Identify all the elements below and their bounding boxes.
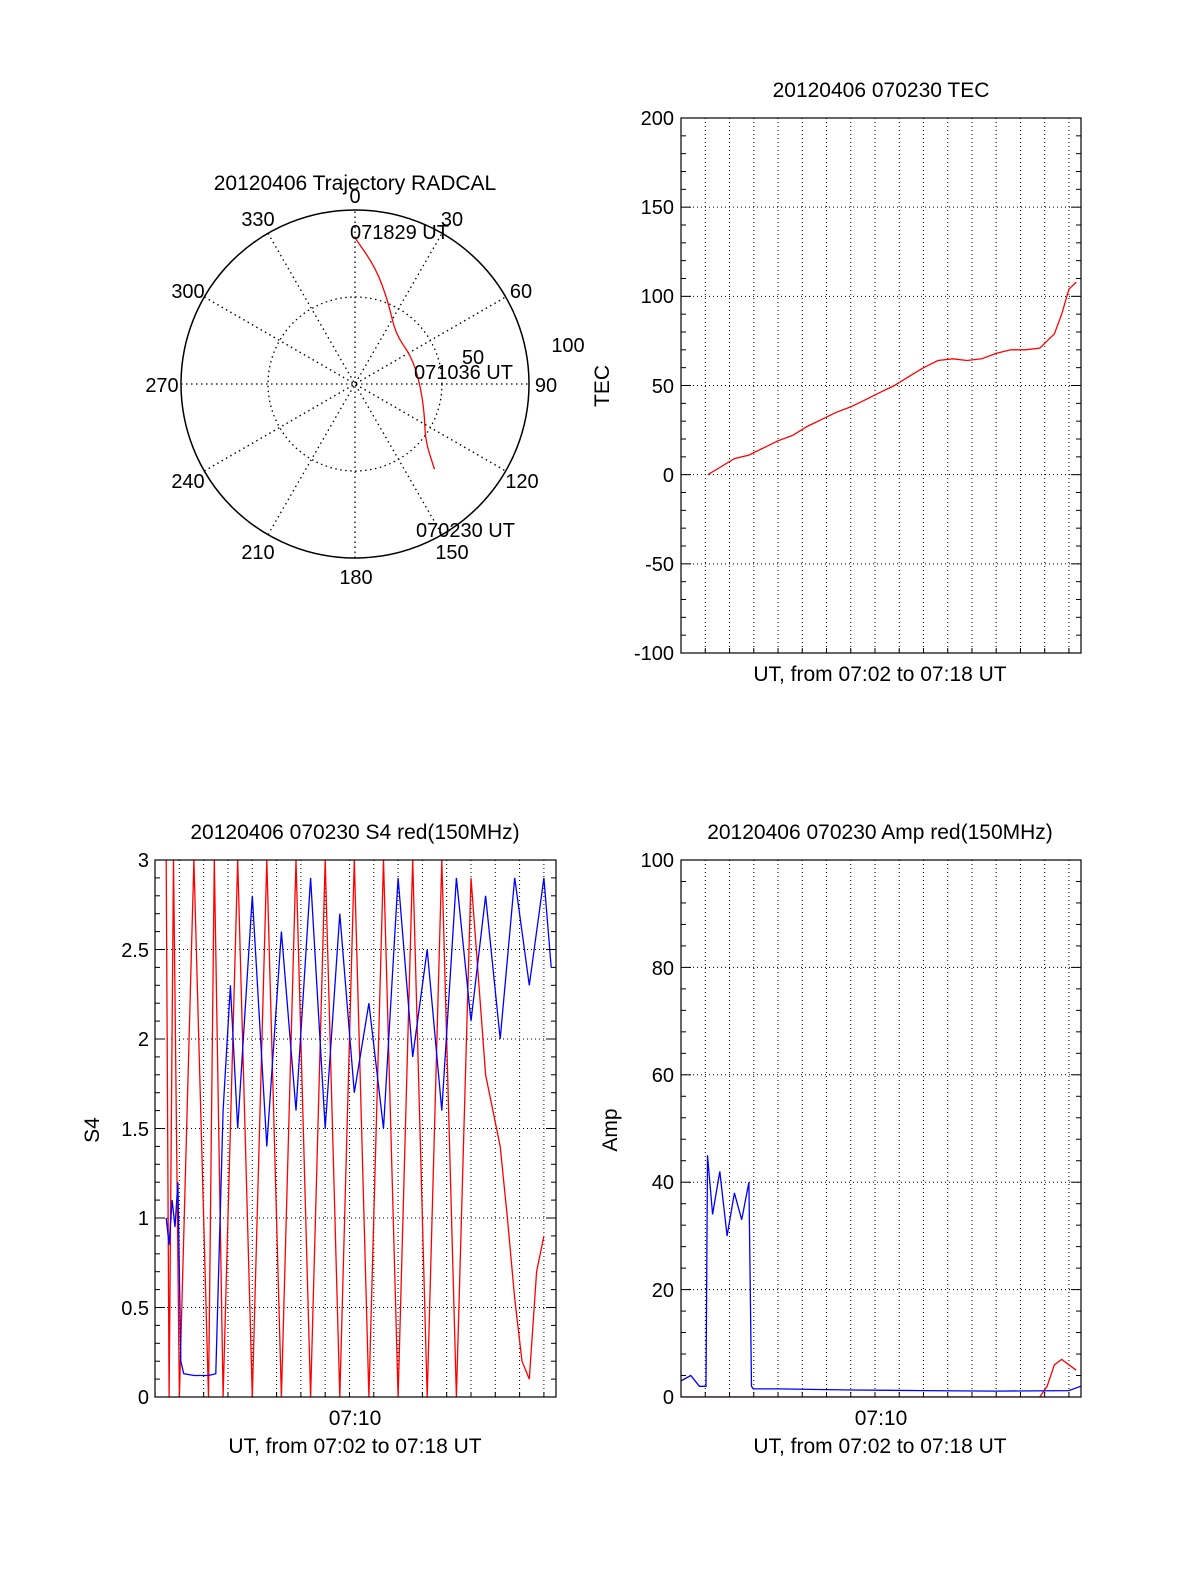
amp-ytick-label: 60 xyxy=(652,1065,674,1087)
amp-xtick-label: 07:10 xyxy=(855,1407,908,1430)
s4-xtick-label: 07:10 xyxy=(329,1407,382,1430)
trajectory-annotation-end: 071829 UT xyxy=(350,222,449,244)
amp-grid xyxy=(681,860,1081,1397)
amp-ytick-label: 20 xyxy=(652,1280,674,1302)
tec-title: 20120406 070230 TEC xyxy=(773,79,990,102)
polar-spokes xyxy=(181,210,529,558)
angle-label-180: 180 xyxy=(339,567,372,589)
angle-label-210: 210 xyxy=(241,542,274,564)
tec-ylabel: TEC xyxy=(591,365,614,407)
angle-label-150: 150 xyxy=(435,542,468,564)
s4-ytick-label: 2 xyxy=(138,1029,149,1051)
s4-title: 20120406 070230 S4 red(150MHz) xyxy=(190,821,519,844)
s4-grid xyxy=(155,860,556,1397)
polar-spoke xyxy=(267,232,443,536)
s4-series-blue-line xyxy=(165,877,552,1377)
polar-grid-circle-50 xyxy=(267,296,443,472)
tec-ytick-label: 150 xyxy=(641,197,674,219)
angle-label-30: 30 xyxy=(441,209,463,231)
tec-ytick-label: 200 xyxy=(641,108,674,130)
trajectory-annotation-mid: 071036 UT xyxy=(414,362,513,384)
tec-ytick-label: 50 xyxy=(652,376,674,398)
angle-label-90: 90 xyxy=(535,375,557,397)
tec-ytick-label: -50 xyxy=(645,554,674,576)
amp-series-red-line xyxy=(681,1358,1077,1397)
tec-series xyxy=(707,281,1077,476)
radial-label-50: 50 xyxy=(462,347,484,369)
tec-ytick-label: 100 xyxy=(641,286,674,308)
tec-grid xyxy=(681,118,1081,653)
s4-ytick-label: 1 xyxy=(138,1208,149,1230)
trajectory-annotation-start: 070230 UT xyxy=(416,520,515,542)
trajectory-polar-chart: 20120406 Trajectory RADCAL 0 30 60 90 12… xyxy=(145,172,584,589)
angle-label-0: 0 xyxy=(349,186,360,208)
amp-ticks xyxy=(680,859,1081,1398)
amp-plot-frame xyxy=(680,859,1082,1398)
s4-ytick-label: 2.5 xyxy=(121,940,149,962)
angle-label-120: 120 xyxy=(505,471,538,493)
polar-angle-labels: 0 30 60 90 120 150 180 210 240 270 300 3… xyxy=(145,186,557,589)
amp-ytick-label: 40 xyxy=(652,1172,674,1194)
s4-plot-frame xyxy=(154,859,557,1398)
amp-series xyxy=(681,1155,1081,1397)
s4-ytick-label: 3 xyxy=(138,850,149,872)
tec-xlabel: UT, from 07:02 to 07:18 UT xyxy=(753,663,1006,686)
amp-chart: 20120406 070230 Amp red(150MHz) Amp 07:1… xyxy=(599,821,1082,1458)
tec-series-red-line xyxy=(707,281,1077,476)
s4-ylabel: S4 xyxy=(81,1117,104,1143)
amp-ylabel: Amp xyxy=(599,1108,622,1151)
trajectory-line xyxy=(354,237,436,470)
s4-ytick-label: 1.5 xyxy=(121,1119,149,1141)
tec-ytick-label: -100 xyxy=(634,643,674,665)
s4-series xyxy=(165,860,552,1397)
amp-ytick-label: 80 xyxy=(652,958,674,980)
radial-label-100: 100 xyxy=(551,335,584,357)
s4-series-red-line xyxy=(165,860,545,1397)
polar-spoke xyxy=(267,232,443,536)
amp-ytick-label: 100 xyxy=(641,850,674,872)
trajectory-line-group xyxy=(354,237,436,470)
angle-label-60: 60 xyxy=(510,281,532,303)
amp-xlabel: UT, from 07:02 to 07:18 UT xyxy=(753,1435,1006,1458)
tec-chart: 20120406 070230 TEC TEC UT, from 07:02 t… xyxy=(591,79,1082,686)
angle-label-270: 270 xyxy=(145,375,178,397)
angle-label-240: 240 xyxy=(171,471,204,493)
angle-label-330: 330 xyxy=(241,209,274,231)
s4-ytick-label: 0.5 xyxy=(121,1298,149,1320)
amp-title: 20120406 070230 Amp red(150MHz) xyxy=(707,821,1053,844)
amp-series-blue-line xyxy=(681,1155,1081,1392)
polar-spoke xyxy=(203,296,507,472)
polar-title: 20120406 Trajectory RADCAL xyxy=(214,172,497,195)
s4-chart: 20120406 070230 S4 red(150MHz) S4 07:10 … xyxy=(81,821,557,1458)
s4-xlabel: UT, from 07:02 to 07:18 UT xyxy=(228,1435,481,1458)
s4-ytick-label: 0 xyxy=(138,1387,149,1409)
polar-spoke xyxy=(203,296,507,472)
tec-ytick-label: 0 xyxy=(663,465,674,487)
tec-plot-frame xyxy=(680,117,1082,654)
angle-label-300: 300 xyxy=(171,281,204,303)
amp-ytick-label: 0 xyxy=(663,1387,674,1409)
